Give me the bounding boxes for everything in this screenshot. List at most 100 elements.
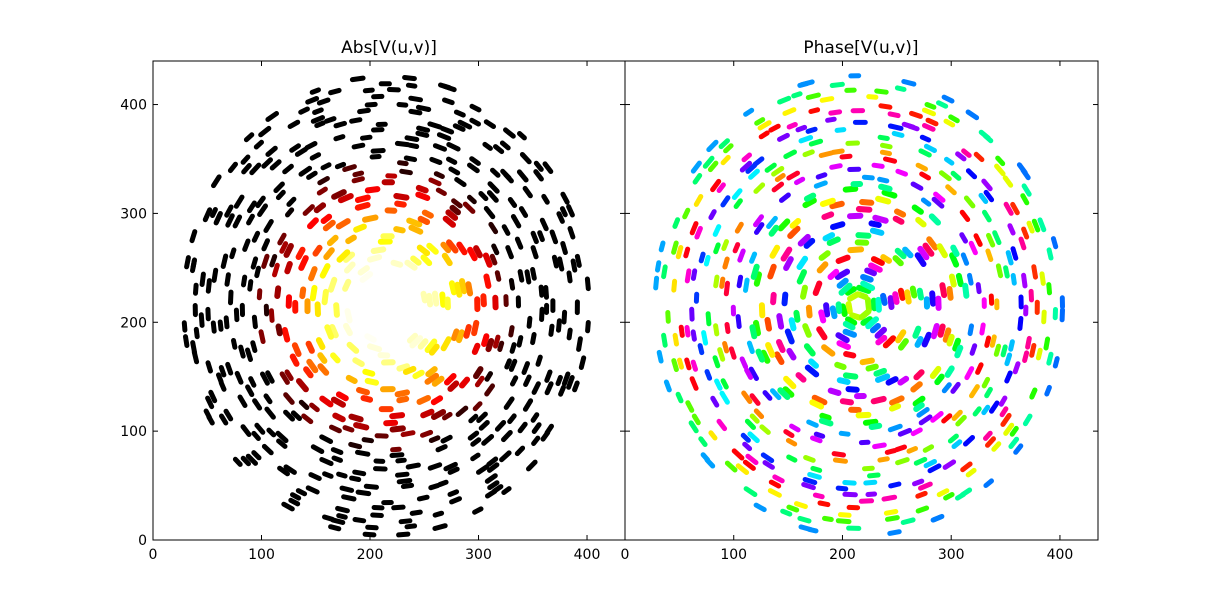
uv-track-segment — [251, 450, 262, 461]
uv-track-segment — [416, 125, 431, 133]
uv-track-segment — [828, 109, 843, 116]
uv-track-segment — [783, 149, 797, 159]
uv-track-segment — [955, 414, 967, 427]
uv-track-segment — [524, 269, 532, 285]
uv-track-segment — [1021, 226, 1030, 240]
uv-track-segment — [253, 139, 264, 150]
uv-track-segment — [753, 182, 766, 194]
uv-track-segment — [306, 170, 318, 180]
uv-track-segment — [1026, 220, 1035, 234]
uv-track-segment — [746, 340, 755, 354]
uv-track-segment — [324, 324, 335, 340]
uv-track-segment — [298, 165, 313, 177]
uv-track-segment — [1046, 247, 1054, 261]
uv-track-segment — [326, 234, 339, 247]
uv-track-segment — [1004, 352, 1013, 367]
uv-track-segment — [542, 161, 554, 174]
uv-track-segment — [457, 119, 473, 130]
uv-track-segment — [440, 434, 453, 444]
uv-track-segment — [389, 452, 405, 458]
uv-track-segment — [849, 312, 863, 321]
uv-track-segment — [472, 506, 484, 515]
uv-track-segment — [407, 142, 420, 149]
uv-track-segment — [448, 280, 457, 296]
uv-track-segment — [816, 326, 828, 341]
uv-track-segment — [430, 395, 444, 406]
uv-track-segment — [989, 400, 1000, 414]
uv-track-segment — [767, 263, 777, 280]
uv-track-segment — [308, 266, 318, 282]
uv-track-segment — [716, 182, 726, 193]
uv-track-segment — [467, 246, 478, 262]
uv-track-segment — [488, 221, 499, 235]
uv-track-segment — [288, 497, 301, 507]
uv-track-segment — [363, 483, 379, 490]
uv-track-segment — [777, 95, 792, 105]
uv-track-segment — [938, 170, 952, 182]
uv-track-segment — [900, 517, 916, 525]
uv-track-segment — [838, 282, 853, 296]
uv-track-segment — [941, 413, 953, 424]
abs-panel: Abs[V(u,v)] 0 100 200 300 400 0 100 200 300 400 — [120, 38, 626, 563]
uv-track-segment — [420, 290, 428, 304]
uv-track-segment — [303, 366, 314, 379]
uv-track-segment — [818, 150, 834, 158]
uv-track-segment — [684, 357, 692, 371]
uv-track-segment — [754, 117, 766, 126]
uv-track-segment — [585, 320, 591, 334]
uv-track-segment — [836, 377, 851, 385]
uv-track-segment — [476, 464, 490, 475]
uv-track-segment — [317, 352, 328, 364]
uv-track-segment — [354, 202, 371, 211]
uv-track-segment — [493, 334, 501, 349]
uv-track-segment — [834, 268, 851, 280]
uv-track-segment — [328, 87, 342, 96]
uv-track-segment — [764, 162, 777, 173]
uv-track-segment — [933, 191, 946, 203]
uv-track-segment — [912, 395, 926, 407]
uv-track-segment — [345, 374, 358, 384]
uv-track-segment — [445, 209, 459, 221]
uv-track-segment — [793, 309, 801, 323]
uv-track-segment — [859, 199, 875, 206]
uv-track-segment — [572, 380, 580, 393]
uv-track-segment — [508, 325, 515, 338]
uv-track-segment — [713, 274, 720, 289]
uv-track-segment — [808, 358, 819, 369]
uv-track-segment — [273, 181, 285, 194]
uv-track-segment — [233, 194, 245, 209]
uv-track-segment — [919, 171, 931, 181]
uv-track-segment — [749, 324, 758, 340]
uv-track-segment — [229, 247, 237, 260]
uv-track-segment — [205, 278, 212, 294]
uv-track-segment — [954, 344, 964, 359]
uv-track-segment — [263, 393, 273, 405]
uv-track-segment — [805, 304, 813, 319]
uv-track-segment — [842, 320, 856, 331]
uv-track-segment — [1029, 387, 1038, 400]
uv-track-segment — [1003, 422, 1015, 436]
uv-track-segment — [409, 335, 424, 349]
uv-track-segment — [316, 97, 331, 106]
uv-track-segment — [541, 193, 550, 205]
uv-track-segment — [1008, 339, 1015, 352]
uv-track-segment — [369, 154, 382, 160]
uv-track-segment — [351, 142, 366, 150]
uv-track-segment — [993, 343, 1002, 357]
uv-track-segment — [393, 319, 407, 331]
uv-track-segment — [341, 494, 357, 502]
uv-track-segment — [402, 327, 415, 339]
uv-track-segment — [786, 504, 800, 513]
uv-track-segment — [459, 376, 471, 389]
uv-track-segment — [789, 423, 801, 433]
uv-track-segment — [986, 232, 996, 248]
uv-track-segment — [420, 429, 434, 438]
uv-track-segment — [268, 308, 275, 323]
uv-track-segment — [393, 226, 406, 234]
uv-track-segment — [283, 243, 294, 258]
uv-track-segment — [672, 332, 679, 347]
uv-track-segment — [929, 290, 937, 307]
uv-track-segment — [887, 423, 903, 433]
uv-track-segment — [705, 311, 712, 327]
uv-track-segment — [930, 514, 944, 523]
